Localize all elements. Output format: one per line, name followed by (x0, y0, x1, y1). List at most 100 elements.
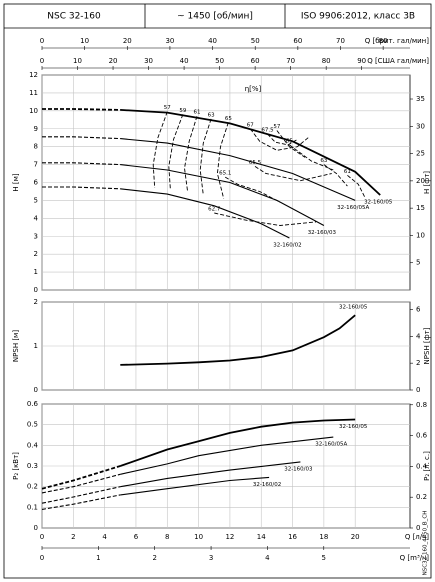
y2-axis-label: NPSH [фт] (423, 327, 431, 364)
efficiency-value: 59 (179, 108, 186, 114)
axis-tick-label: 80 (379, 37, 388, 45)
y-tick-label: 0.3 (27, 462, 38, 470)
efficiency-contour (214, 212, 317, 226)
y2-tick-label: 15 (416, 204, 425, 212)
efficiency-label: η[%] (245, 85, 262, 93)
y-tick-label: 11 (29, 89, 38, 97)
efficiency-contour (323, 164, 348, 187)
y-tick-label: 5 (34, 196, 38, 204)
y2-axis-label: H [фт] (423, 171, 431, 194)
y-tick-label: 4 (34, 214, 39, 222)
y2-tick-label: 10 (416, 231, 425, 239)
axis-tick-label: 2 (152, 554, 156, 562)
axis-label: Q [m³/ч] (400, 554, 430, 562)
standard: ISO 9906:2012, класс 3B (301, 12, 415, 22)
efficiency-value: 61 (344, 169, 351, 175)
curve (120, 138, 356, 201)
x-tick-label: 4 (102, 533, 107, 541)
axis-tick-label: 20 (109, 57, 118, 65)
x-tick-label: 14 (257, 533, 266, 541)
y-tick-label: 1 (34, 268, 38, 276)
efficiency-value: 65 (225, 116, 232, 122)
y-axis-label: H [м] (12, 173, 20, 192)
efficiency-contour (168, 114, 184, 190)
y-tick-label: 2 (34, 250, 38, 258)
y-tick-label: 2 (34, 298, 38, 306)
y-tick-label: 3 (34, 232, 38, 240)
curve (120, 164, 325, 226)
y2-tick-label: 5 (416, 259, 420, 267)
y-tick-label: 0 (34, 286, 38, 294)
x-tick-label: 8 (165, 533, 169, 541)
x-tick-label: 6 (134, 533, 139, 541)
y-tick-label: 0.6 (27, 400, 39, 408)
efficiency-contour (249, 128, 309, 151)
y2-tick-label: 35 (416, 95, 425, 103)
axis-tick-label: 70 (286, 57, 295, 65)
y-tick-label: 12 (29, 71, 38, 79)
x-tick-label: 0 (40, 533, 44, 541)
y-tick-label: 1 (34, 342, 38, 350)
efficiency-value: 61 (194, 110, 201, 116)
y-tick-label: 0 (34, 386, 38, 394)
outer-frame (3, 3, 432, 579)
curve (120, 188, 290, 239)
axis-tick-label: 30 (144, 57, 153, 65)
curve (120, 436, 334, 475)
curve (120, 418, 356, 467)
efficiency-value: 65.1 (219, 171, 231, 177)
axis-tick-label: 70 (336, 37, 345, 45)
y2-tick-label: 30 (416, 122, 425, 130)
y-tick-label: 0.1 (27, 503, 38, 511)
y2-tick-label: 4 (416, 332, 421, 340)
axis-tick-label: 10 (80, 37, 89, 45)
x-tick-label: 12 (225, 533, 234, 541)
y-tick-label: 0 (34, 524, 38, 532)
curve (42, 136, 121, 140)
axis-label: Q [брит. гал/мин] (365, 37, 430, 45)
x-tick-label: 10 (194, 533, 203, 541)
efficiency-contour (289, 144, 334, 171)
x-tick-label: 2 (71, 533, 75, 541)
axis-tick-label: 0 (40, 554, 44, 562)
y-tick-label: 9 (34, 125, 38, 133)
efficiency-contour (347, 174, 366, 198)
curve (42, 186, 121, 190)
y2-tick-label: 0.2 (416, 493, 427, 501)
x-tick-label: 20 (351, 533, 360, 541)
axis-tick-label: 3 (209, 554, 213, 562)
y-tick-label: 10 (29, 107, 38, 115)
y-tick-label: 0.4 (27, 441, 39, 449)
efficiency-value: 63 (320, 158, 327, 164)
y2-tick-label: 2 (416, 359, 420, 367)
efficiency-contour (276, 130, 306, 158)
series-label: 32-160/05A (315, 442, 347, 448)
series-label: 32-160/05 (339, 305, 368, 311)
efficiency-value: 57 (164, 105, 171, 111)
efficiency-value: 57 (273, 124, 280, 130)
curve (42, 162, 121, 166)
efficiency-contour (199, 118, 212, 196)
axis-tick-label: 5 (322, 554, 326, 562)
y2-tick-label: 25 (416, 150, 425, 158)
series-label: 32-160/03 (308, 230, 337, 236)
drawing-code: NSC32-160_4P50_B_CH (423, 511, 429, 576)
y2-tick-label: 0.4 (416, 462, 428, 470)
y-axis-label: P₂ [кВт] (12, 452, 20, 480)
axis-tick-label: 40 (208, 37, 217, 45)
efficiency-contour (184, 116, 198, 192)
curve (41, 465, 121, 490)
efficiency-value: 67.5 (261, 128, 274, 134)
efficiency-contour (152, 111, 168, 188)
axis-tick-label: 1 (96, 554, 100, 562)
axis-tick-label: 0 (40, 37, 44, 45)
efficiency-value: 62.7 (208, 206, 221, 212)
efficiency-contour (216, 122, 229, 199)
efficiency-contour (224, 176, 281, 203)
y-tick-label: 7 (34, 161, 38, 169)
y2-tick-label: 0 (416, 386, 420, 394)
axis-tick-label: 50 (251, 37, 260, 45)
efficiency-value: 67 (247, 122, 254, 128)
y2-tick-label: 0.6 (416, 432, 428, 440)
